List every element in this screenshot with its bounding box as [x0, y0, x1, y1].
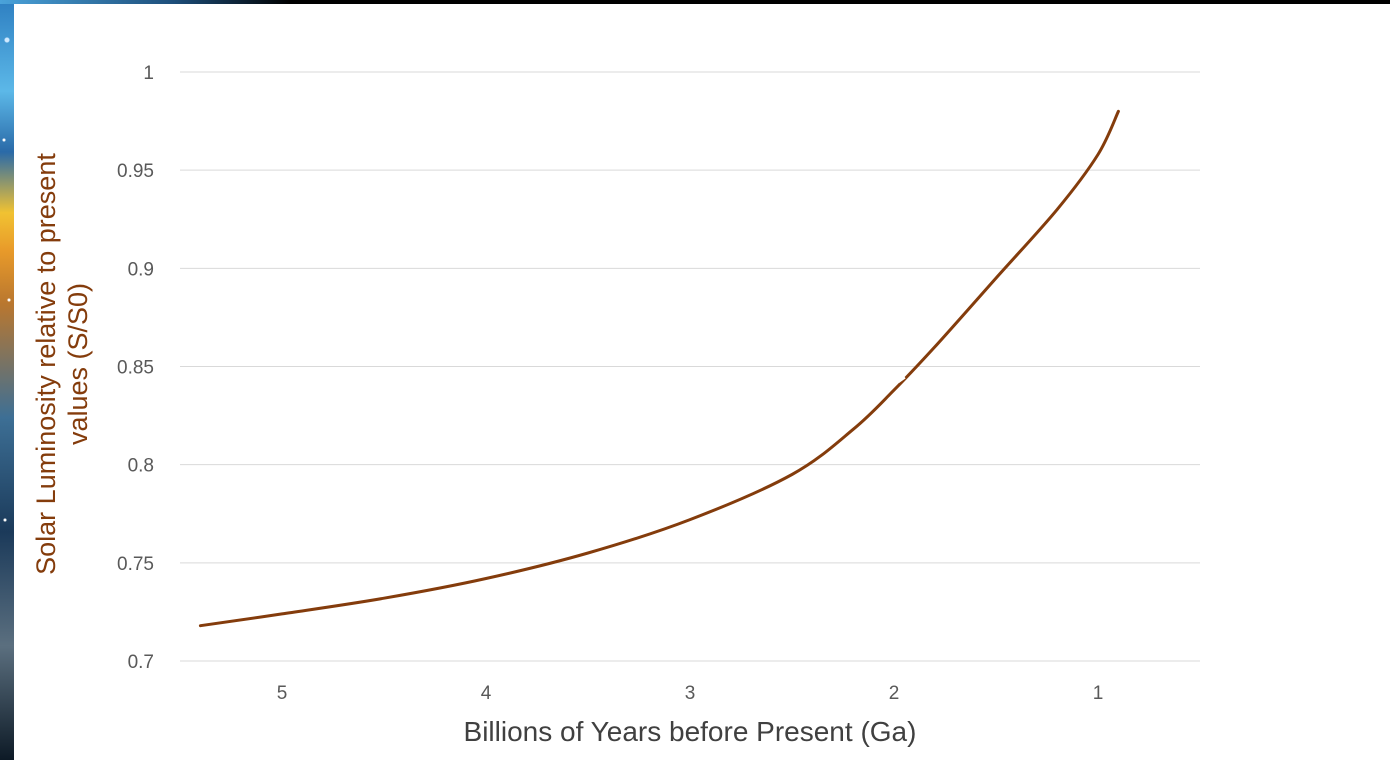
y-tick-label: 1 — [143, 63, 154, 84]
space-background-strip — [0, 0, 14, 760]
y-tick-label: 0.7 — [128, 652, 154, 673]
gridline-gaps — [599, 217, 1070, 516]
x-tick-labels: 5 4 3 2 1 — [277, 683, 1104, 704]
gridline-gap — [1050, 511, 1070, 516]
x-tick-label: 4 — [481, 683, 492, 704]
x-tick-label: 5 — [277, 683, 288, 704]
x-tick-label: 1 — [1093, 683, 1104, 704]
gridlines — [180, 71, 1200, 662]
x-axis-title: Billions of Years before Present (Ga) — [464, 716, 917, 747]
y-tick-label: 0.75 — [117, 554, 154, 575]
x-tick-label: 3 — [685, 683, 696, 704]
y-tick-labels: 0.7 0.75 0.8 0.85 0.9 0.95 1 — [117, 63, 154, 673]
line-gap — [892, 368, 906, 383]
gridline-gap — [599, 217, 631, 222]
luminosity-line — [198, 109, 1120, 628]
y-tick-label: 0.9 — [128, 259, 154, 280]
chart-panel: 0.7 0.75 0.8 0.85 0.9 0.95 1 5 4 3 2 1 Billions of… — [14, 4, 1390, 760]
space-background-corner — [0, 0, 290, 4]
x-tick-label: 2 — [889, 683, 900, 704]
y-tick-label: 0.8 — [128, 456, 154, 477]
y-tick-label: 0.95 — [117, 161, 154, 182]
y-axis-title-line-2: values (S/S0) — [63, 283, 93, 445]
solar-luminosity-chart: 0.7 0.75 0.8 0.85 0.9 0.95 1 5 4 3 2 1 Billions of… — [31, 63, 1200, 747]
y-tick-label: 0.85 — [117, 358, 154, 379]
series-layer — [198, 109, 1120, 628]
y-axis-title-line-1: Solar Luminosity relative to present — [31, 153, 61, 575]
y-axis-title: Solar Luminosity relative to present val… — [31, 153, 93, 575]
